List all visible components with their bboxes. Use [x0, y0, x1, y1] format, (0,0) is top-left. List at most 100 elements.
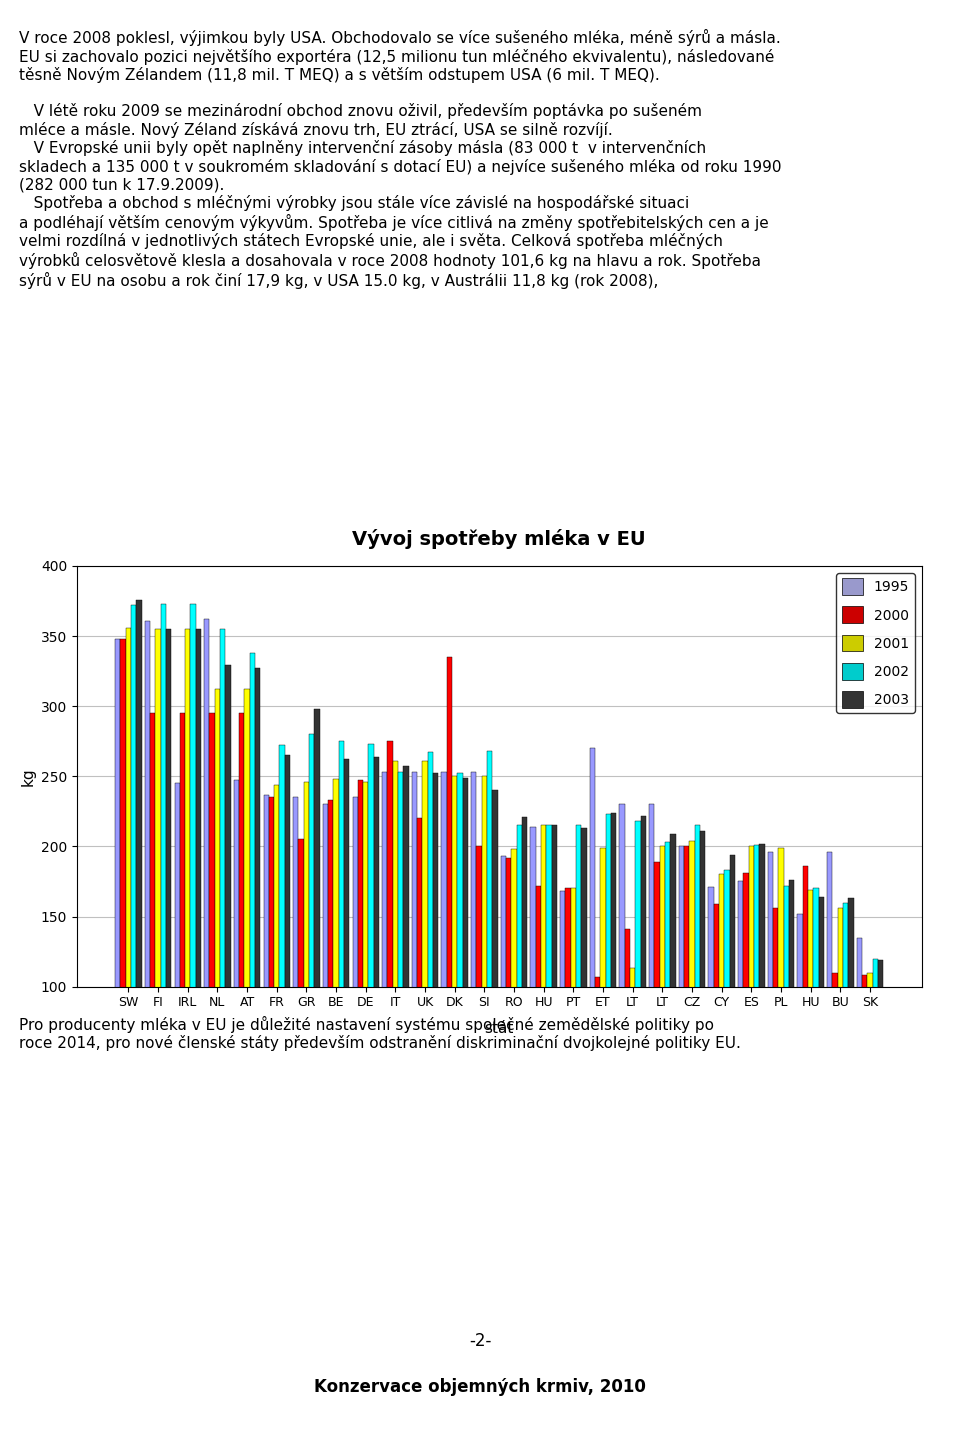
- Bar: [600, 847, 606, 1127]
- Bar: [789, 881, 794, 1127]
- Bar: [293, 798, 299, 1127]
- Bar: [393, 760, 398, 1127]
- Bar: [275, 785, 279, 1127]
- Bar: [768, 852, 773, 1127]
- Bar: [417, 818, 422, 1127]
- Bar: [552, 826, 557, 1127]
- Bar: [314, 710, 320, 1127]
- Bar: [606, 814, 611, 1127]
- Bar: [724, 871, 730, 1127]
- Bar: [352, 798, 358, 1127]
- Bar: [873, 959, 877, 1127]
- Bar: [713, 904, 719, 1127]
- Bar: [166, 630, 171, 1127]
- Bar: [442, 772, 446, 1127]
- Bar: [849, 898, 853, 1127]
- Text: V roce 2008 poklesl, výjimkou byly USA. Obchodovalo se více sušeného mléka, méně: V roce 2008 poklesl, výjimkou byly USA. …: [19, 29, 781, 289]
- Bar: [832, 972, 838, 1127]
- Bar: [328, 800, 333, 1127]
- Bar: [546, 826, 552, 1127]
- Bar: [446, 657, 452, 1127]
- Bar: [433, 773, 439, 1127]
- Bar: [204, 620, 209, 1127]
- Bar: [730, 855, 735, 1127]
- Bar: [136, 599, 142, 1127]
- Bar: [209, 714, 215, 1127]
- Bar: [541, 826, 546, 1127]
- Bar: [779, 847, 783, 1127]
- Bar: [625, 929, 630, 1127]
- Bar: [245, 689, 250, 1127]
- Bar: [220, 630, 226, 1127]
- Title: Vývoj spotřeby mléka v EU: Vývoj spotřeby mléka v EU: [352, 530, 646, 548]
- Bar: [190, 604, 196, 1127]
- Bar: [665, 842, 670, 1127]
- Bar: [803, 866, 808, 1127]
- Bar: [234, 781, 239, 1127]
- Bar: [303, 782, 309, 1127]
- Bar: [679, 846, 684, 1127]
- Bar: [412, 772, 417, 1127]
- Bar: [856, 937, 862, 1127]
- Bar: [476, 846, 482, 1127]
- Bar: [309, 734, 314, 1127]
- Bar: [536, 885, 541, 1127]
- Bar: [649, 804, 655, 1127]
- Bar: [773, 908, 779, 1127]
- Bar: [422, 760, 428, 1127]
- Bar: [299, 839, 303, 1127]
- Bar: [828, 852, 832, 1127]
- Bar: [867, 972, 873, 1127]
- Bar: [285, 755, 290, 1127]
- Bar: [388, 741, 393, 1127]
- Bar: [126, 628, 132, 1127]
- Bar: [145, 621, 150, 1127]
- Bar: [838, 908, 843, 1127]
- Bar: [655, 862, 660, 1127]
- Text: Pro producenty mléka v EU je důležité nastavení systému společné zemědělské poli: Pro producenty mléka v EU je důležité na…: [19, 1016, 741, 1052]
- Bar: [121, 638, 126, 1127]
- Bar: [516, 826, 522, 1127]
- Legend: 1995, 2000, 2001, 2002, 2003: 1995, 2000, 2001, 2002, 2003: [836, 573, 915, 712]
- Bar: [738, 882, 743, 1127]
- Bar: [512, 849, 516, 1127]
- Bar: [501, 856, 506, 1127]
- Bar: [403, 766, 409, 1127]
- Bar: [180, 714, 185, 1127]
- Bar: [132, 605, 136, 1127]
- Bar: [630, 968, 636, 1127]
- Bar: [700, 831, 706, 1127]
- Bar: [369, 744, 373, 1127]
- Bar: [570, 888, 576, 1127]
- Bar: [344, 759, 349, 1127]
- Bar: [363, 782, 369, 1127]
- Bar: [565, 888, 570, 1127]
- Bar: [619, 804, 625, 1127]
- Bar: [150, 714, 156, 1127]
- Bar: [457, 773, 463, 1127]
- Bar: [175, 784, 180, 1127]
- Bar: [522, 817, 527, 1127]
- Bar: [743, 874, 749, 1127]
- Bar: [215, 689, 220, 1127]
- Bar: [196, 630, 201, 1127]
- Bar: [506, 858, 512, 1127]
- Text: -2-: -2-: [468, 1332, 492, 1349]
- Bar: [808, 889, 813, 1127]
- Bar: [670, 834, 676, 1127]
- Y-axis label: kg: kg: [20, 768, 36, 785]
- Bar: [783, 885, 789, 1127]
- Bar: [589, 749, 595, 1127]
- Bar: [471, 772, 476, 1127]
- Bar: [843, 903, 849, 1127]
- Bar: [382, 772, 388, 1127]
- Bar: [749, 846, 754, 1127]
- Text: Konzervace objemných krmiv, 2010: Konzervace objemných krmiv, 2010: [314, 1378, 646, 1396]
- Bar: [323, 804, 328, 1127]
- Bar: [185, 630, 190, 1127]
- Bar: [339, 741, 344, 1127]
- Bar: [695, 826, 700, 1127]
- Bar: [819, 897, 824, 1127]
- Bar: [754, 844, 759, 1127]
- Bar: [239, 714, 245, 1127]
